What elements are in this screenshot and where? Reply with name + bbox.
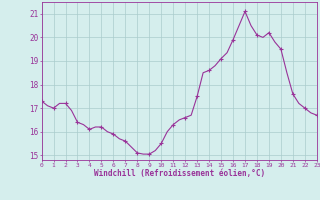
X-axis label: Windchill (Refroidissement éolien,°C): Windchill (Refroidissement éolien,°C) bbox=[94, 169, 265, 178]
